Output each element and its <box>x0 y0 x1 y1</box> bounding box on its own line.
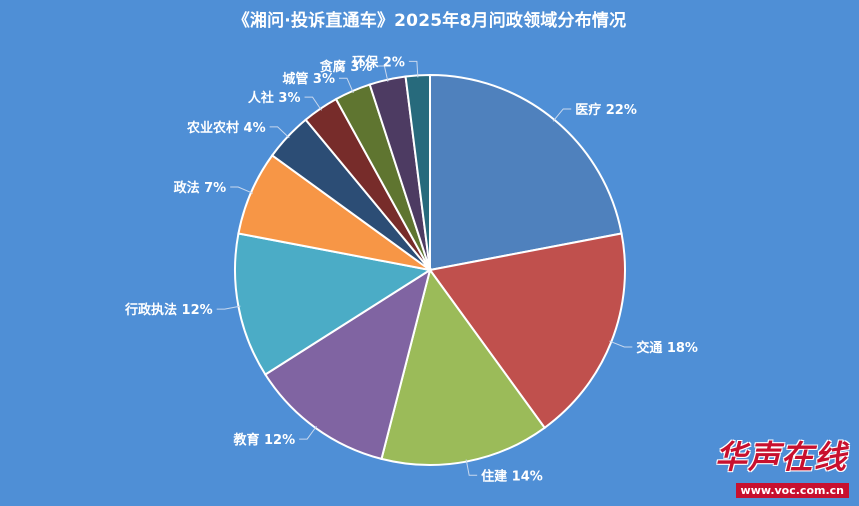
leader-line-9 <box>338 77 354 94</box>
leader-line-10 <box>376 65 389 82</box>
slice-label-5: 行政执法 12% <box>124 302 213 318</box>
leader-line-5 <box>216 305 241 310</box>
leader-line-3 <box>465 459 478 476</box>
leader-line-11 <box>408 60 419 78</box>
chart-title: 《湘问·投诉直通车》2025年8月问政领域分布情况 <box>232 11 627 31</box>
slice-label-1: 医疗 22% <box>575 102 637 118</box>
leader-line-6 <box>230 186 254 194</box>
leader-line-4 <box>299 425 317 440</box>
slice-label-3: 住建 14% <box>481 468 543 484</box>
slice-label-2: 交通 18% <box>636 340 698 356</box>
watermark-logo: 华声在线 <box>714 438 847 476</box>
slice-label-4: 教育 12% <box>232 432 295 448</box>
slice-label-6: 政法 7% <box>174 180 227 196</box>
watermark-url: www.voc.com.cn <box>735 483 849 498</box>
leader-line-2 <box>609 340 633 348</box>
watermark: 华声在线 www.voc.com.cn <box>715 432 849 498</box>
leader-line-8 <box>304 96 322 111</box>
slice-label-7: 农业农村 4% <box>186 120 266 136</box>
slice-label-8: 人社 3% <box>248 90 301 106</box>
leader-line-7 <box>269 126 290 139</box>
slice-label-10: 贪腐 3% <box>319 59 373 75</box>
slice-label-11: 环保 2% <box>352 54 405 70</box>
leader-line-1 <box>552 108 572 122</box>
slice-label-9: 城管 3% <box>282 71 335 87</box>
